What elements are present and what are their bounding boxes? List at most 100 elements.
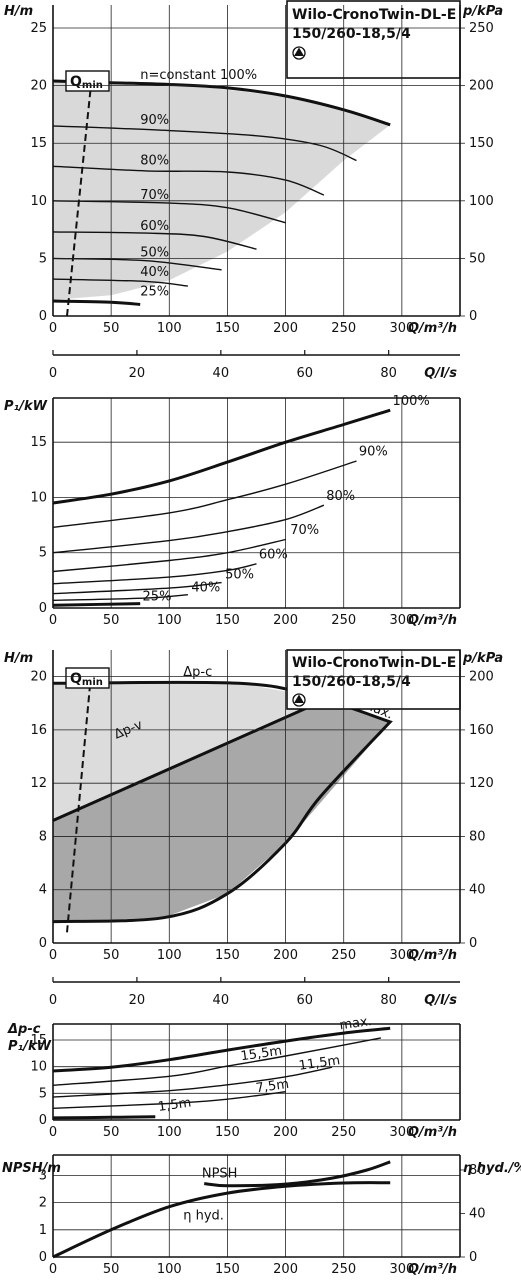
pump-symbol-triangle: [294, 694, 304, 703]
ls1-tick: 60: [296, 366, 313, 381]
ls2-tick: 80: [380, 993, 397, 1008]
h2-xtick: 0: [49, 948, 57, 963]
h2-ytick: 16: [30, 723, 47, 738]
p1-curve-label: 60%: [259, 547, 288, 562]
p1-xtick: 200: [273, 613, 298, 628]
ls2-tick: 0: [49, 993, 57, 1008]
p2-ylabel-dpc: Δp-c: [7, 1022, 41, 1037]
h1-curve-label: 40%: [140, 265, 169, 280]
h1-y2tick: 150: [469, 136, 494, 151]
h2-title-line2: 150/260-18,5/4: [292, 674, 411, 690]
h1-xtick: 250: [331, 321, 356, 336]
p2-xtick: 150: [215, 1125, 240, 1140]
np-ytick: 2: [39, 1196, 47, 1211]
h2-xtick: 300: [389, 948, 414, 963]
p2-series-line: [52, 1066, 333, 1098]
h2-y2tick: 200: [469, 670, 494, 685]
p1-xtick: 50: [103, 613, 120, 628]
h1-xtick: 150: [215, 321, 240, 336]
ls1-tick: 80: [380, 366, 397, 381]
ls1-lps-axis: 0 20 40 60 80 Q/l/s: [49, 350, 460, 381]
h2-outline: [52, 680, 393, 924]
h2-curve-label: Δp-c: [183, 665, 212, 680]
h1-series-line: [52, 299, 141, 306]
p2-curve-label: 1,5m: [157, 1095, 192, 1114]
p1-series-line: [52, 460, 357, 528]
np-ytick: 3: [39, 1168, 47, 1183]
h1-curve-label: 60%: [140, 219, 169, 234]
p2-ytick: 10: [30, 1060, 47, 1075]
h1-curve-label: 90%: [140, 113, 169, 128]
np-ytick: 1: [39, 1223, 47, 1238]
ls2-lps-axis: 0 20 40 60 80 Q/l/s: [49, 977, 460, 1008]
np-xtick: 200: [273, 1262, 298, 1277]
h2-ytick: 12: [30, 776, 47, 791]
h2-dark-area: [53, 699, 391, 922]
h1-xlabel: Q/m³/h: [408, 321, 457, 336]
h1-series-line: [52, 278, 188, 287]
h1-curve-label: n=constant 100%: [140, 68, 257, 83]
p2-xlabel: Q/m³/h: [408, 1125, 457, 1140]
np-series-line: [204, 1160, 391, 1188]
h1-series-line: [52, 200, 286, 224]
p2-xtick: 300: [389, 1125, 414, 1140]
np-curve-label: η hyd.: [183, 1209, 224, 1224]
p1-ytick: 15: [30, 435, 47, 450]
ls1-tick: 0: [49, 366, 57, 381]
h2-xtick: 100: [157, 948, 182, 963]
p1-curve-label: 80%: [326, 489, 355, 504]
h1-y2tick: 0: [469, 309, 477, 324]
h1-y2tick: 100: [469, 194, 494, 209]
p2-series-line: [52, 1026, 391, 1073]
h2-dpv-line: [52, 697, 327, 822]
p1-series-line: [52, 504, 325, 554]
p2-xtick: 200: [273, 1125, 298, 1140]
p1-curve-label: 70%: [290, 523, 319, 538]
h2-y2tick: 120: [469, 776, 494, 791]
p2-ylabel: P₁/kW: [8, 1039, 52, 1054]
np-curve-label: NPSH: [202, 1166, 238, 1181]
h2-y2tick: 0: [469, 936, 477, 951]
p2-curve-label: 11,5m: [298, 1053, 341, 1074]
np-series-line: [52, 1181, 391, 1259]
ls1-tick: 20: [129, 366, 146, 381]
p1-series-line: [52, 538, 286, 573]
np-xtick: 250: [331, 1262, 356, 1277]
h1-ytick: 10: [30, 194, 47, 209]
p1-curve-label: 90%: [359, 445, 388, 460]
h2-xtick: 150: [215, 948, 240, 963]
h1-xtick: 100: [157, 321, 182, 336]
h2-title-line1: Wilo-CronoTwin-DL-E: [292, 655, 456, 671]
p1-series-line: [52, 408, 391, 505]
h1-curve-label: 80%: [140, 153, 169, 168]
p2-curve-label: 15,5m: [240, 1044, 283, 1065]
h2-qmin-line: [66, 683, 92, 933]
h1-series-line: [52, 165, 325, 196]
ls2-tick: 40: [213, 993, 230, 1008]
p1-series-line: [52, 594, 188, 601]
h1-title-box: [286, 0, 461, 79]
p2-xtick: 50: [103, 1125, 120, 1140]
np-ylabel: NPSH/m: [2, 1161, 61, 1176]
p1-xtick: 250: [331, 613, 356, 628]
h2-ytick: 20: [30, 670, 47, 685]
h1-xtick: 200: [273, 321, 298, 336]
p2-series-line: [52, 1115, 156, 1120]
p2-series-line: [52, 1037, 382, 1086]
p1-curve-label: 50%: [225, 567, 254, 582]
np-xtick: 100: [157, 1262, 182, 1277]
p1-xtick: 150: [215, 613, 240, 628]
np-xlabel: Q/m³/h: [408, 1262, 457, 1277]
h2-y2tick: 160: [469, 723, 494, 738]
h1-ytick: 0: [39, 309, 47, 324]
pump-symbol-triangle: [294, 47, 304, 56]
p2-xtick: 250: [331, 1125, 356, 1140]
h2-qmin-box: [65, 667, 110, 689]
p1-curve-label: 100%: [393, 394, 430, 409]
p2-xtick: 0: [49, 1125, 57, 1140]
h1-xtick: 0: [49, 321, 57, 336]
h2-y2label: p/kPa: [462, 651, 503, 666]
p1-series-line: [52, 563, 257, 585]
p2-series-line: [52, 1091, 286, 1109]
h1-ytick: 25: [30, 21, 47, 36]
